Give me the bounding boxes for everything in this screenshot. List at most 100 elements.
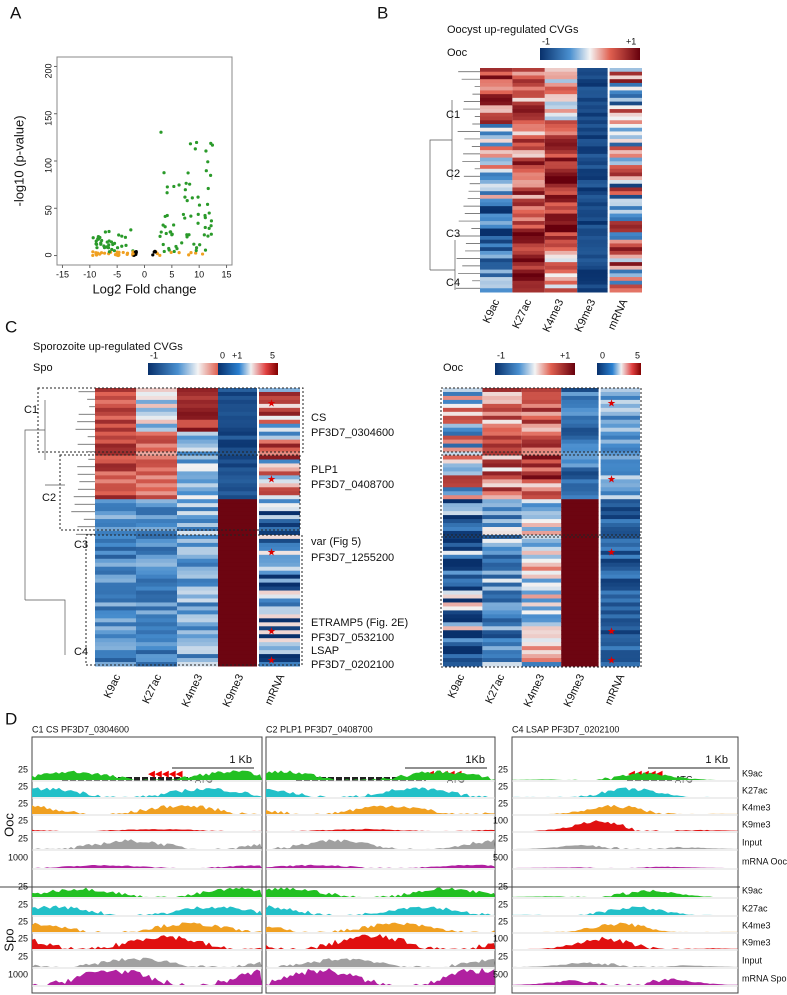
heat-cell — [577, 157, 608, 162]
heat-cell — [512, 250, 545, 256]
point — [162, 171, 166, 175]
label: K4me3 — [742, 802, 771, 812]
heat-cell — [218, 467, 257, 472]
heat-cell — [443, 662, 483, 667]
heat-cell — [521, 566, 562, 572]
label: mRNA — [263, 672, 288, 707]
heat-cell — [512, 101, 545, 106]
heat-cell — [561, 415, 599, 421]
heat-cell — [482, 487, 522, 492]
heat-cell — [259, 630, 300, 635]
heat-cell — [600, 610, 640, 615]
heat-cell — [561, 423, 599, 429]
heat-cell — [259, 391, 300, 397]
heat-cell — [561, 626, 599, 631]
heat-cell — [218, 534, 257, 540]
heat-cell — [177, 586, 218, 592]
heat-cell — [521, 614, 562, 619]
heat-cell — [482, 618, 522, 623]
heat-cell — [544, 142, 578, 147]
heat-cell — [544, 198, 578, 203]
heat-cell — [443, 431, 483, 437]
heat-cell — [512, 265, 545, 271]
heat-cell — [443, 491, 483, 496]
marker: ★ — [607, 656, 616, 667]
heat-cell — [218, 515, 257, 520]
heat-cell — [177, 443, 218, 449]
heat-cell — [561, 590, 599, 596]
heat-cell — [544, 153, 578, 159]
heat-cell — [609, 284, 642, 289]
heat-cell — [136, 550, 177, 556]
heat-cell — [577, 288, 608, 293]
heat-cell — [521, 507, 562, 512]
point — [99, 242, 103, 246]
heat-cell — [561, 475, 599, 480]
heat-cell — [561, 463, 599, 468]
heat-cell — [521, 538, 562, 544]
heat-cell — [600, 407, 640, 413]
marker: ★ — [267, 548, 276, 559]
heat-cell — [577, 194, 608, 200]
heat-cell — [259, 523, 300, 528]
heat-cell — [218, 463, 257, 468]
heat-cell — [95, 388, 136, 393]
heat-cell — [521, 634, 562, 639]
heat-cell — [177, 562, 218, 568]
heat-cell — [218, 419, 257, 425]
heat-cell — [482, 650, 522, 655]
heat-cell — [136, 495, 177, 500]
heat-cell — [521, 399, 562, 405]
coverage-track — [512, 889, 738, 897]
heat-cell — [521, 630, 562, 635]
point — [162, 249, 166, 254]
heat-cell — [609, 116, 642, 121]
heat-cell — [218, 491, 257, 496]
heat-cell — [482, 391, 522, 397]
heat-cell — [177, 574, 218, 580]
heat-cell — [259, 546, 300, 552]
heat-cell — [561, 562, 599, 568]
heat-cell — [443, 403, 483, 409]
label: -15 — [56, 269, 69, 279]
heat-cell — [218, 455, 257, 460]
heat-cell — [95, 574, 136, 580]
heat-cell — [521, 594, 562, 599]
point — [193, 147, 197, 151]
heat-cell — [259, 463, 300, 468]
heat-cell — [443, 658, 483, 663]
heat-cell — [259, 646, 300, 651]
heat-cell — [521, 503, 562, 508]
heat-cell — [480, 277, 513, 282]
heat-cell — [521, 550, 562, 556]
heat-cell — [600, 658, 640, 663]
heat-cell — [609, 224, 642, 230]
heat-cell — [136, 411, 177, 417]
heat-cell — [443, 614, 483, 619]
heat-cell — [609, 217, 642, 222]
heat-cell — [480, 97, 513, 103]
heat-cell — [136, 443, 177, 449]
heat-cell — [577, 142, 608, 147]
heat-cell — [561, 658, 599, 663]
heat-cell — [136, 431, 177, 437]
heat-cell — [561, 554, 599, 560]
heat-cell — [480, 109, 513, 114]
heat-cell — [561, 570, 599, 576]
heat-cell — [544, 254, 578, 259]
point — [111, 242, 115, 247]
heat-cell — [561, 411, 599, 417]
heat-cell — [259, 558, 300, 564]
heat-cell — [259, 487, 300, 492]
label: PF3D7_0408700 — [311, 479, 394, 491]
heat-cell — [95, 499, 136, 504]
heat-cell — [443, 507, 483, 512]
heat-cell — [512, 124, 545, 129]
heat-cell — [521, 626, 562, 631]
heat-cell — [259, 618, 300, 623]
heat-cell — [544, 243, 578, 248]
heat-cell — [136, 515, 177, 520]
point — [125, 252, 129, 257]
heat-cell — [136, 419, 177, 425]
heat-cell — [480, 202, 513, 207]
